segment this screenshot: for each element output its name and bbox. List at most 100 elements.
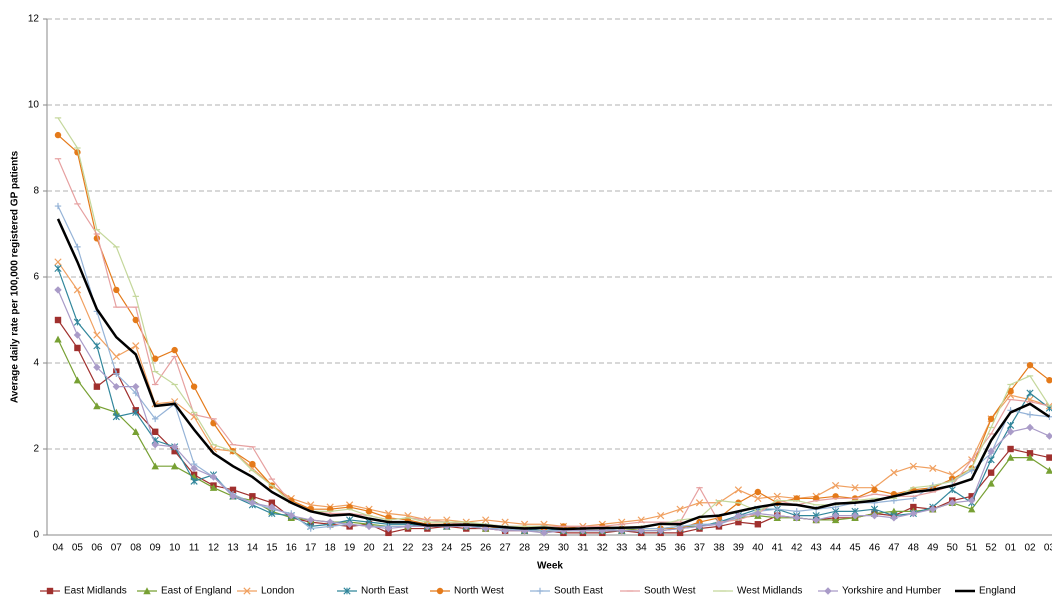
marker <box>93 402 101 410</box>
marker <box>113 370 120 377</box>
marker <box>385 529 392 537</box>
marker <box>793 514 801 522</box>
marker <box>384 524 393 533</box>
marker <box>754 509 762 518</box>
legend-marker <box>243 587 251 595</box>
marker <box>754 494 762 503</box>
marker <box>734 511 743 520</box>
marker <box>1046 377 1052 384</box>
x-tick-label: 03 <box>1044 543 1052 554</box>
x-tick-label: 26 <box>480 543 492 554</box>
x-tick-label: 20 <box>363 543 375 554</box>
marker <box>73 286 82 294</box>
series-line <box>57 205 1050 532</box>
legend-label: East Midlands <box>64 586 127 597</box>
x-tick-label: 13 <box>227 543 239 554</box>
marker <box>132 342 140 350</box>
x-tick-label: 43 <box>811 543 823 554</box>
marker <box>598 527 607 535</box>
marker <box>774 506 781 513</box>
legend-label: North East <box>361 586 408 597</box>
legend-label: North West <box>454 586 504 597</box>
series-line <box>57 117 1050 530</box>
marker <box>74 243 81 251</box>
marker <box>676 524 684 533</box>
marker <box>112 413 120 421</box>
marker <box>365 508 373 515</box>
marker <box>890 469 898 477</box>
marker <box>929 505 937 513</box>
marker <box>73 376 82 384</box>
marker <box>190 383 198 390</box>
marker <box>152 355 159 362</box>
series-line <box>57 261 1050 527</box>
legend-marker <box>46 587 54 595</box>
marker <box>831 511 840 520</box>
marker <box>871 486 878 494</box>
marker <box>345 520 354 528</box>
marker <box>268 499 276 506</box>
legend-marker <box>436 587 444 595</box>
x-tick-label: 18 <box>325 543 337 554</box>
marker <box>93 383 101 390</box>
marker <box>910 503 917 511</box>
marker <box>831 516 840 524</box>
y-tick-label: 8 <box>33 186 39 197</box>
marker <box>307 516 315 524</box>
marker <box>948 486 956 494</box>
x-tick-label: 25 <box>461 543 473 554</box>
marker <box>152 415 159 423</box>
legend-label: South West <box>644 586 696 597</box>
marker <box>890 514 898 522</box>
x-tick-label: 40 <box>752 543 764 554</box>
marker <box>54 316 62 324</box>
marker <box>657 512 665 520</box>
marker <box>190 477 198 485</box>
marker <box>987 415 995 423</box>
legend-label: England <box>979 586 1016 597</box>
marker <box>209 484 218 491</box>
x-tick-label: 06 <box>91 543 103 554</box>
marker <box>948 499 956 507</box>
marker <box>987 479 995 487</box>
x-tick-label: 05 <box>72 543 84 554</box>
marker <box>74 344 81 352</box>
legend-label: East of England <box>161 586 232 597</box>
marker <box>793 508 800 515</box>
marker <box>73 331 82 339</box>
marker <box>151 462 159 470</box>
marker <box>365 522 373 531</box>
x-tick-label: 47 <box>888 543 900 554</box>
series-line <box>57 289 1050 534</box>
x-tick-label: 22 <box>402 543 414 554</box>
x-tick-label: 21 <box>383 543 395 554</box>
marker <box>1007 445 1014 453</box>
series <box>54 316 1052 537</box>
marker <box>93 363 101 371</box>
x-tick-label: 11 <box>189 543 200 554</box>
marker <box>831 481 840 490</box>
legend-label: South East <box>554 586 603 597</box>
marker <box>909 462 917 470</box>
marker <box>307 525 314 532</box>
marker <box>132 408 140 417</box>
marker <box>54 202 62 210</box>
marker <box>929 464 937 472</box>
marker <box>73 318 82 326</box>
marker <box>1006 428 1015 436</box>
y-tick-label: 0 <box>33 530 39 541</box>
marker <box>1006 421 1015 429</box>
x-tick-label: 38 <box>713 543 725 554</box>
x-tick-label: 50 <box>947 543 959 554</box>
x-tick-label: 45 <box>849 543 861 554</box>
marker <box>112 352 120 361</box>
marker <box>754 488 762 496</box>
series <box>56 218 1051 531</box>
marker <box>540 529 548 537</box>
series <box>54 258 1052 531</box>
x-tick-label: 01 <box>1005 543 1017 554</box>
series <box>54 202 1052 534</box>
marker <box>1026 389 1034 397</box>
x-tick-label: 29 <box>538 543 550 554</box>
